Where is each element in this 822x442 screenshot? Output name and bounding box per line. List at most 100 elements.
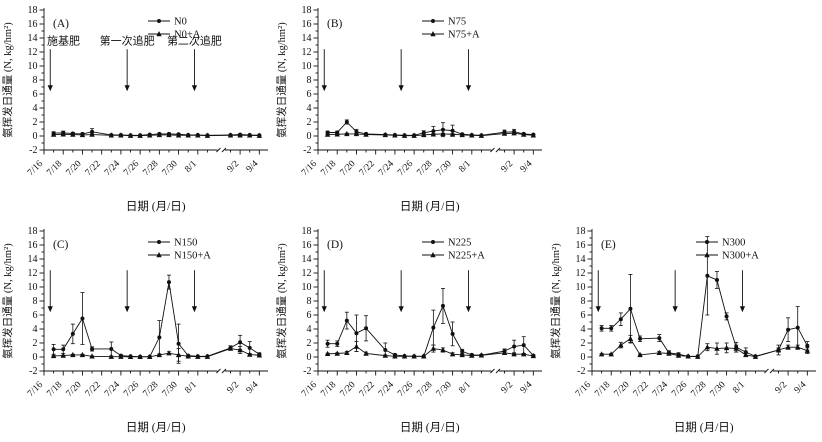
svg-text:7/28: 7/28	[141, 159, 160, 178]
axes	[587, 229, 816, 376]
legend-label: N0	[174, 17, 187, 28]
axes	[313, 229, 542, 376]
svg-text:9/2: 9/2	[500, 159, 516, 175]
svg-text:10: 10	[28, 61, 38, 72]
series-N150+A	[50, 345, 263, 362]
x-axis-title: 日期 (月/日)	[400, 421, 460, 434]
svg-text:4: 4	[33, 324, 38, 335]
y-tick-labels: -2 0 2 4 6 8 10 12 14 16 18	[576, 226, 586, 377]
x-axis-title: 日期 (月/日)	[400, 200, 460, 213]
fertilization-arrows	[321, 270, 472, 313]
svg-text:2: 2	[33, 117, 38, 128]
svg-text:8: 8	[33, 296, 38, 307]
legend-label: N0+A	[174, 30, 201, 41]
axes	[39, 8, 268, 155]
svg-text:12: 12	[28, 268, 38, 279]
series-N225+A	[324, 341, 537, 359]
svg-text:7/30: 7/30	[161, 159, 180, 178]
svg-text:8/1: 8/1	[183, 159, 199, 175]
svg-text:10: 10	[302, 61, 312, 72]
svg-text:12: 12	[576, 268, 586, 279]
svg-text:14: 14	[302, 33, 312, 44]
svg-text:-2: -2	[577, 366, 585, 377]
svg-text:7/26: 7/26	[122, 380, 141, 399]
y-tick-labels: -2 0 2 4 6 8 10 12 14 16 18	[302, 226, 312, 377]
svg-text:7/18: 7/18	[319, 159, 338, 178]
svg-text:-2: -2	[29, 366, 37, 377]
svg-text:7/20: 7/20	[339, 380, 358, 399]
svg-text:7/18: 7/18	[45, 159, 64, 178]
svg-text:16: 16	[28, 19, 38, 30]
x-tick-labels: 7/16 7/18 7/20 7/22 7/24 7/26 7/28 7/30 8/1 9/2 9/…	[26, 380, 261, 399]
fertilization-arrows	[595, 270, 746, 313]
svg-text:7/24: 7/24	[377, 159, 396, 178]
svg-text:0: 0	[33, 131, 38, 142]
svg-text:8/1: 8/1	[457, 380, 473, 396]
legend-label: N225+A	[448, 251, 485, 262]
svg-text:7/30: 7/30	[709, 380, 728, 399]
svg-text:7/26: 7/26	[396, 380, 415, 399]
svg-text:7/18: 7/18	[319, 380, 338, 399]
svg-text:2: 2	[307, 338, 312, 349]
svg-text:9/4: 9/4	[793, 380, 809, 396]
svg-text:7/16: 7/16	[300, 380, 319, 399]
svg-text:7/28: 7/28	[141, 380, 160, 399]
svg-text:7/20: 7/20	[613, 380, 632, 399]
x-tick-labels: 7/16 7/18 7/20 7/22 7/24 7/26 7/28 7/30 8/1 9/2 9/…	[300, 159, 535, 178]
svg-text:18: 18	[302, 226, 312, 237]
svg-text:16: 16	[302, 240, 312, 251]
svg-text:4: 4	[33, 103, 38, 114]
svg-text:6: 6	[33, 89, 38, 100]
legend-label: N150+A	[174, 251, 211, 262]
svg-text:6: 6	[307, 89, 312, 100]
svg-text:7/24: 7/24	[103, 159, 122, 178]
svg-text:18: 18	[28, 226, 38, 237]
svg-text:7/18: 7/18	[45, 380, 64, 399]
svg-text:9/4: 9/4	[245, 159, 261, 175]
svg-text:6: 6	[33, 310, 38, 321]
y-tick-labels: -2 0 2 4 6 8 10 12 14 16 18	[28, 226, 38, 377]
legend: N0 N0+A	[148, 17, 201, 41]
svg-text:6: 6	[581, 310, 586, 321]
svg-text:7/26: 7/26	[396, 159, 415, 178]
svg-text:7/30: 7/30	[435, 159, 454, 178]
svg-text:8: 8	[307, 75, 312, 86]
svg-text:7/28: 7/28	[689, 380, 708, 399]
svg-text:14: 14	[576, 254, 586, 265]
svg-text:4: 4	[581, 324, 586, 335]
svg-text:9/2: 9/2	[226, 159, 242, 175]
svg-text:18: 18	[28, 5, 38, 16]
svg-text:14: 14	[28, 33, 38, 44]
svg-text:8: 8	[307, 296, 312, 307]
svg-text:7/16: 7/16	[574, 380, 593, 399]
y-tick-labels: -2 0 2 4 6 8 10 12 14 16 18	[28, 5, 38, 156]
svg-text:7/26: 7/26	[670, 380, 689, 399]
annotation-label: 第一次追肥	[100, 33, 155, 47]
svg-text:7/24: 7/24	[651, 380, 670, 399]
svg-text:9/4: 9/4	[245, 380, 261, 396]
svg-text:6: 6	[307, 310, 312, 321]
series-N0+A	[50, 131, 263, 138]
svg-text:2: 2	[33, 338, 38, 349]
svg-text:7/22: 7/22	[358, 159, 377, 178]
svg-text:10: 10	[576, 282, 586, 293]
svg-text:9/4: 9/4	[519, 159, 535, 175]
svg-text:7/20: 7/20	[65, 159, 84, 178]
x-tick-labels: 7/16 7/18 7/20 7/22 7/24 7/26 7/28 7/30 8/1 9/2 9/…	[26, 159, 261, 178]
series-N300+A	[598, 334, 811, 359]
svg-text:4: 4	[307, 103, 312, 114]
y-axis-title: 氨挥发日通量 (N, kg/hm²)	[549, 243, 562, 359]
svg-text:2: 2	[581, 338, 586, 349]
x-axis-title: 日期 (月/日)	[126, 421, 186, 434]
annotation-label: 施基肥	[47, 34, 80, 47]
svg-text:9/4: 9/4	[519, 380, 535, 396]
svg-text:7/16: 7/16	[26, 159, 45, 178]
svg-text:7/24: 7/24	[103, 380, 122, 399]
svg-text:0: 0	[33, 352, 38, 363]
x-tick-labels: 7/16 7/18 7/20 7/22 7/24 7/26 7/28 7/30 8/1 9/2 9/…	[300, 380, 535, 399]
